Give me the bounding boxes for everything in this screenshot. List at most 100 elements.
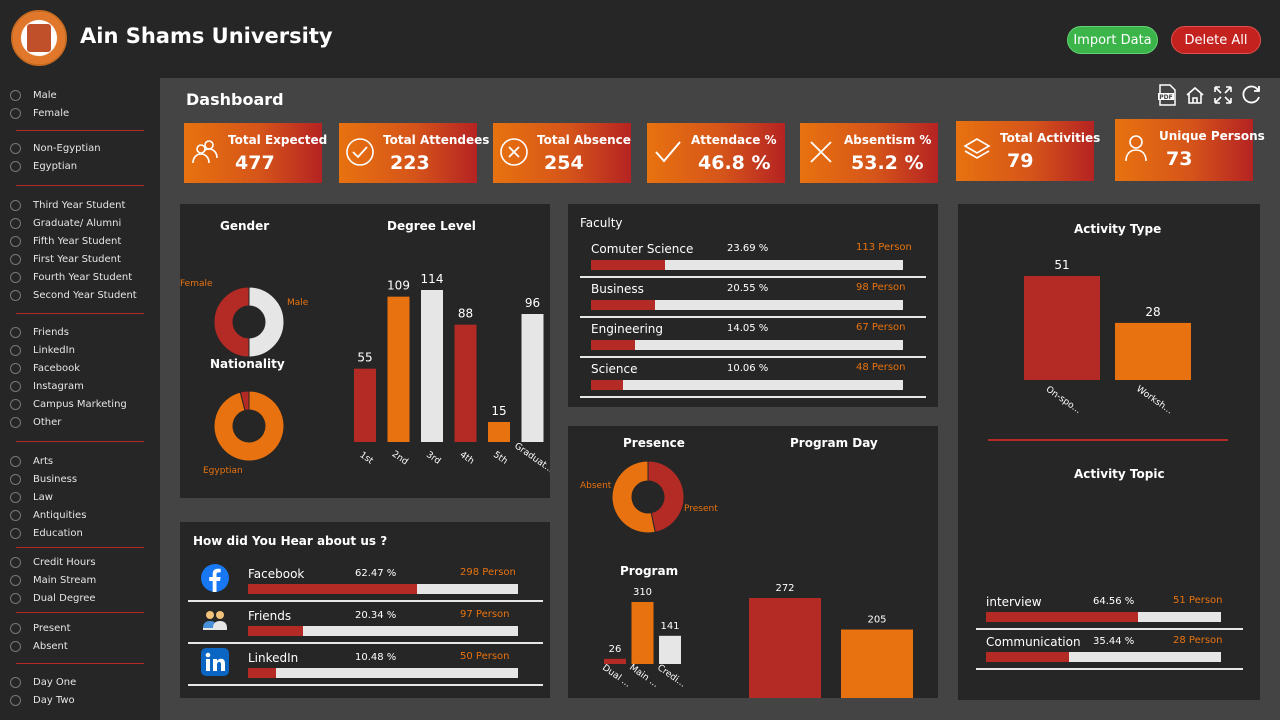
radio-icon[interactable] [10, 326, 21, 338]
filter-facebook[interactable]: Facebook [10, 360, 80, 376]
radio-icon[interactable] [10, 253, 21, 265]
radio-icon[interactable] [10, 676, 21, 688]
filter-main-stream[interactable]: Main Stream [10, 572, 96, 588]
row-count: 67 Person [856, 322, 906, 333]
radio-icon[interactable] [10, 160, 21, 172]
filter-law[interactable]: Law [10, 489, 53, 505]
program-category-label: Dual ... [600, 663, 632, 690]
filter-arts[interactable]: Arts [10, 453, 53, 469]
filter-linkedin[interactable]: LinkedIn [10, 342, 75, 358]
row-name: Communication [986, 635, 1081, 649]
filter-egyptian[interactable]: Egyptian [10, 158, 77, 174]
radio-icon[interactable] [10, 592, 21, 604]
filter-dual-degree[interactable]: Dual Degree [10, 590, 96, 606]
filter-day-two[interactable]: Day Two [10, 692, 75, 708]
refresh-icon[interactable] [1240, 84, 1262, 106]
facebook-icon [200, 563, 230, 593]
presence-absent-label: Absent [580, 481, 612, 491]
radio-icon[interactable] [10, 491, 21, 503]
radio-icon[interactable] [10, 380, 21, 392]
radio-icon[interactable] [10, 398, 21, 410]
progress-fill [591, 380, 623, 390]
degree-value-label: 55 [357, 351, 372, 365]
radio-icon[interactable] [10, 455, 21, 467]
home-icon[interactable] [1184, 84, 1206, 106]
radio-icon[interactable] [10, 417, 21, 428]
row-name: Business [591, 282, 644, 296]
program-value-label: 310 [633, 587, 652, 598]
degree-bar-3 [454, 324, 477, 442]
radio-icon[interactable] [10, 271, 21, 283]
app-header: Ain Shams University Import Data Delete … [0, 0, 1280, 78]
progress-bar [591, 300, 903, 310]
filter-second-year-student[interactable]: Second Year Student [10, 288, 137, 304]
filter-other[interactable]: Other [10, 415, 61, 431]
radio-icon[interactable] [10, 107, 21, 119]
degree-category-label: 2nd [390, 449, 410, 467]
filter-instagram[interactable]: Instagram [10, 378, 84, 394]
degree-value-label: 114 [421, 272, 444, 286]
filter-graduate-alumni[interactable]: Graduate/ Alumni [10, 215, 121, 231]
delete-all-button[interactable]: Delete All [1171, 26, 1261, 54]
row-divider [580, 316, 926, 318]
radio-icon[interactable] [10, 527, 21, 539]
filter-credit-hours[interactable]: Credit Hours [10, 554, 96, 570]
row-percent: 14.05 % [727, 323, 769, 334]
import-data-button[interactable]: Import Data [1067, 26, 1158, 54]
radio-icon[interactable] [10, 509, 21, 521]
filter-third-year-student[interactable]: Third Year Student [10, 197, 125, 213]
pdf-icon[interactable]: PDF [1156, 84, 1178, 106]
x-icon [806, 137, 836, 167]
radio-icon[interactable] [10, 217, 21, 229]
filter-fifth-year-student[interactable]: Fifth Year Student [10, 233, 121, 249]
activity-type-bar-1 [1115, 322, 1191, 380]
filter-friends[interactable]: Friends [10, 324, 69, 340]
filter-education[interactable]: Education [10, 525, 83, 541]
kpi-label: Unique Persons [1159, 129, 1265, 143]
filter-antiquities[interactable]: Antiquities [10, 507, 86, 523]
attendance-panel: Presence Program Program Day 26 Dual ... 3… [568, 426, 938, 698]
filter-male[interactable]: Male [10, 87, 57, 103]
kpi-label: Total Expected [228, 133, 328, 147]
filter-non-egyptian[interactable]: Non-Egyptian [10, 140, 101, 156]
sidebar-divider [16, 612, 144, 614]
radio-icon[interactable] [10, 473, 21, 485]
kpi-value: 79 [1007, 150, 1034, 172]
filter-business[interactable]: Business [10, 471, 77, 487]
progress-bar [591, 340, 903, 350]
radio-icon[interactable] [10, 142, 21, 154]
faculty-panel: Faculty Comuter Science 23.69 % 113 Person… [568, 204, 938, 407]
sidebar-divider [16, 546, 144, 548]
filter-label: Male [33, 89, 57, 101]
radio-icon[interactable] [10, 362, 21, 374]
filter-day-one[interactable]: Day One [10, 674, 76, 690]
radio-icon[interactable] [10, 290, 21, 301]
filter-present[interactable]: Present [10, 620, 71, 636]
filter-female[interactable]: Female [10, 105, 69, 121]
filter-label: Antiquities [33, 509, 87, 521]
people-icon [190, 137, 220, 167]
presence-present-label: Present [684, 504, 718, 514]
kpi-value: 46.8 % [698, 152, 771, 174]
radio-icon[interactable] [10, 344, 21, 356]
filter-campus-marketing[interactable]: Campus Marketing [10, 396, 127, 412]
filter-fourth-year-student[interactable]: Fourth Year Student [10, 269, 132, 285]
filter-first-year-student[interactable]: First Year Student [10, 251, 121, 267]
radio-icon[interactable] [10, 574, 21, 586]
degree-category-label: 4th [458, 450, 476, 467]
filter-absent[interactable]: Absent [10, 638, 68, 654]
toolbar: PDF [1156, 84, 1262, 106]
radio-icon[interactable] [10, 556, 21, 568]
radio-icon[interactable] [10, 235, 21, 247]
demographics-panel: Gender 55 1st 109 2nd 114 3rd 88 4th 15 5th 96 Grad… [180, 204, 550, 498]
radio-icon[interactable] [10, 89, 21, 101]
radio-icon[interactable] [10, 694, 21, 706]
row-name: Engineering [591, 322, 663, 336]
expand-icon[interactable] [1212, 84, 1234, 106]
hear-about-panel: How did You Hear about us ? Facebook 62.4… [180, 522, 550, 698]
radio-icon[interactable] [10, 622, 21, 634]
radio-icon[interactable] [10, 199, 21, 211]
hear-about-title: How did You Hear about us ? [193, 534, 388, 548]
radio-icon[interactable] [10, 640, 21, 652]
